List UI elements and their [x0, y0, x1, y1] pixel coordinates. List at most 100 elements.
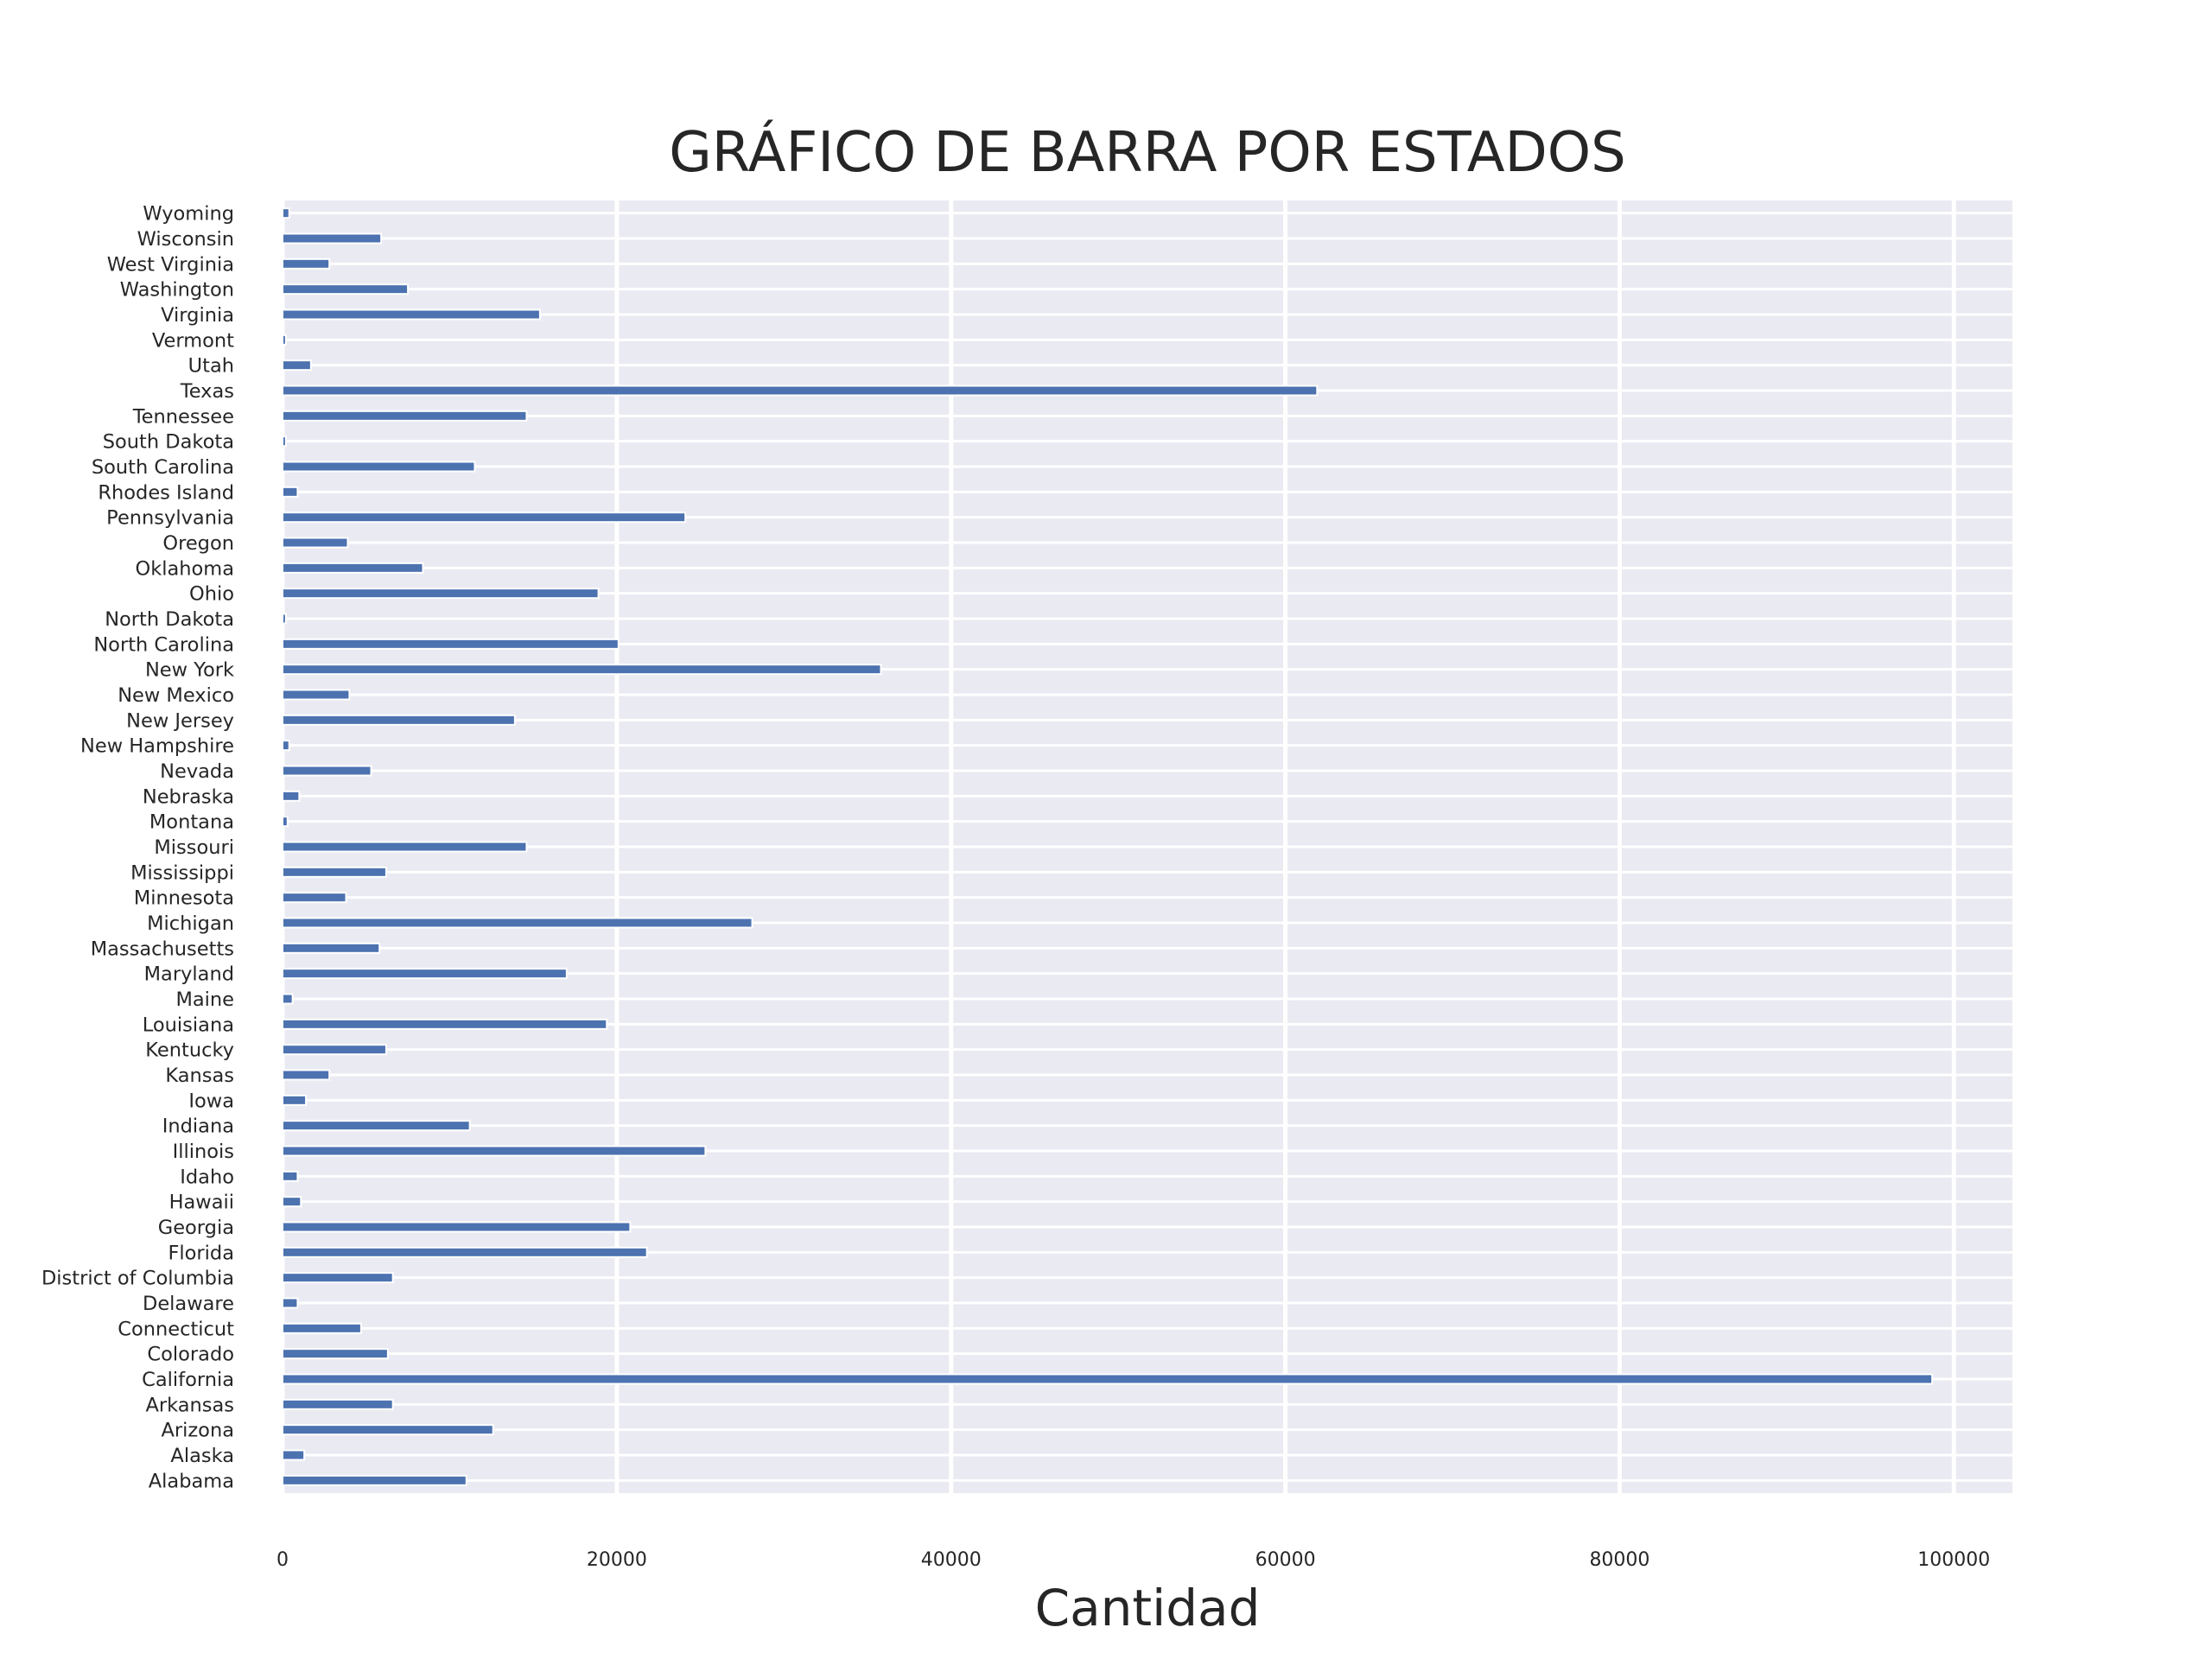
category-label: Wyoming — [143, 203, 234, 226]
category-label: South Carolina — [92, 456, 234, 479]
bar-kentucky — [282, 1044, 387, 1056]
category-label: Hawaii — [169, 1192, 234, 1214]
category-label: Pennsylvania — [106, 507, 234, 530]
bar-west-virginia — [282, 257, 331, 270]
category-label: West Virginia — [107, 253, 234, 276]
bar-hawaii — [282, 1196, 302, 1208]
category-label: Missouri — [154, 836, 234, 859]
category-label: Colorado — [147, 1344, 234, 1366]
category-label: Ohio — [189, 583, 234, 606]
bar-alaska — [282, 1449, 306, 1461]
bar-connecticut — [282, 1322, 362, 1334]
category-label: Montana — [149, 811, 234, 834]
category-label: Alabama — [149, 1470, 234, 1492]
bar-oklahoma — [282, 562, 424, 574]
bar-michigan — [282, 917, 753, 929]
bar-indiana — [282, 1120, 471, 1132]
bar-florida — [282, 1246, 648, 1258]
bar-massachusetts — [282, 942, 381, 954]
x-tick-label: 60000 — [1255, 1549, 1316, 1571]
category-label: New Mexico — [118, 684, 234, 707]
bar-illinois — [282, 1145, 707, 1157]
bar-ohio — [282, 588, 600, 600]
bar-maryland — [282, 968, 568, 980]
bar-tennessee — [282, 410, 528, 422]
bar-alabama — [282, 1474, 467, 1486]
bar-kansas — [282, 1069, 331, 1081]
category-label: Tennessee — [132, 405, 234, 428]
bar-montana — [282, 816, 289, 828]
bar-minnesota — [282, 892, 347, 904]
category-label: Louisiana — [143, 1014, 234, 1036]
x-axis-label: Cantidad — [1035, 1579, 1261, 1637]
bar-south-carolina — [282, 461, 476, 473]
bar-rhodes-island — [282, 486, 299, 498]
horizontal-gridlines — [283, 212, 2012, 1482]
category-label: Vermont — [152, 329, 234, 352]
x-tick-labels: 0 20000 40000 60000 80000 100000 — [276, 1549, 1990, 1571]
bar-north-carolina — [282, 638, 620, 650]
category-label: Oregon — [162, 532, 234, 555]
bar-mississippi — [282, 866, 387, 878]
category-label: California — [142, 1369, 234, 1391]
category-label: Indiana — [162, 1116, 234, 1138]
bar-new-york — [282, 664, 882, 676]
bar-missouri — [282, 841, 528, 853]
category-label: New Hampshire — [80, 735, 234, 758]
bar-nebraska — [282, 790, 301, 802]
bar-idaho — [282, 1170, 299, 1182]
category-label: Mississippi — [130, 861, 234, 884]
category-label: Florida — [168, 1242, 234, 1264]
category-label: Virginia — [161, 304, 234, 327]
category-label: Connecticut — [118, 1318, 234, 1340]
category-label: Georgia — [158, 1217, 234, 1239]
category-label: Iowa — [188, 1090, 234, 1112]
bar-georgia — [282, 1221, 632, 1233]
category-label: Nebraska — [143, 785, 234, 808]
bar-pennsylvania — [282, 512, 687, 524]
x-tick-label: 80000 — [1589, 1549, 1649, 1571]
x-tick-label: 20000 — [587, 1549, 647, 1571]
category-label: Wisconsin — [137, 228, 234, 251]
category-labels: Alabama Alaska Arizona Arkansas California Co… — [41, 203, 234, 1493]
bar-north-dakota — [282, 613, 287, 625]
vertical-gridlines — [280, 200, 1956, 1493]
bar-vermont — [282, 334, 287, 346]
bar-delaware — [282, 1297, 299, 1309]
category-label: South Dakota — [103, 431, 234, 454]
category-label: Arkansas — [145, 1394, 234, 1416]
category-label: Maine — [175, 988, 234, 1011]
bar-washington — [282, 283, 410, 296]
category-label: Kansas — [165, 1065, 234, 1087]
category-label: Massachusetts — [91, 938, 234, 960]
bar-wyoming — [282, 207, 290, 219]
category-label: Maryland — [144, 963, 234, 986]
category-label: Washington — [120, 279, 234, 302]
category-label: North Carolina — [93, 633, 234, 656]
bar-new-mexico — [282, 689, 351, 701]
bar-nevada — [282, 765, 372, 777]
chart-title: GRÁFICO DE BARRA POR ESTADOS — [669, 119, 1626, 185]
bars-group — [282, 207, 1934, 1486]
bar-oregon — [282, 537, 349, 549]
bar-virginia — [282, 308, 541, 321]
bar-utah — [282, 359, 312, 372]
x-tick-label: 100000 — [1917, 1549, 1990, 1571]
bar-maine — [282, 993, 294, 1005]
bar-california — [282, 1373, 1934, 1385]
bar-new-jersey — [282, 714, 516, 726]
category-label: Nevada — [160, 760, 234, 783]
bar-wisconsin — [282, 232, 383, 245]
bar-south-dakota — [282, 435, 287, 448]
category-label: New Jersey — [126, 709, 234, 732]
category-label: Alaska — [170, 1445, 234, 1467]
bar-arizona — [282, 1424, 494, 1436]
category-label: Arizona — [161, 1420, 234, 1442]
bar-iowa — [282, 1094, 308, 1106]
x-tick-label: 40000 — [921, 1549, 982, 1571]
bar-arkansas — [282, 1398, 394, 1410]
category-label: Delaware — [143, 1293, 234, 1315]
category-label: Rhodes Island — [98, 481, 234, 504]
bar-colorado — [282, 1348, 389, 1360]
